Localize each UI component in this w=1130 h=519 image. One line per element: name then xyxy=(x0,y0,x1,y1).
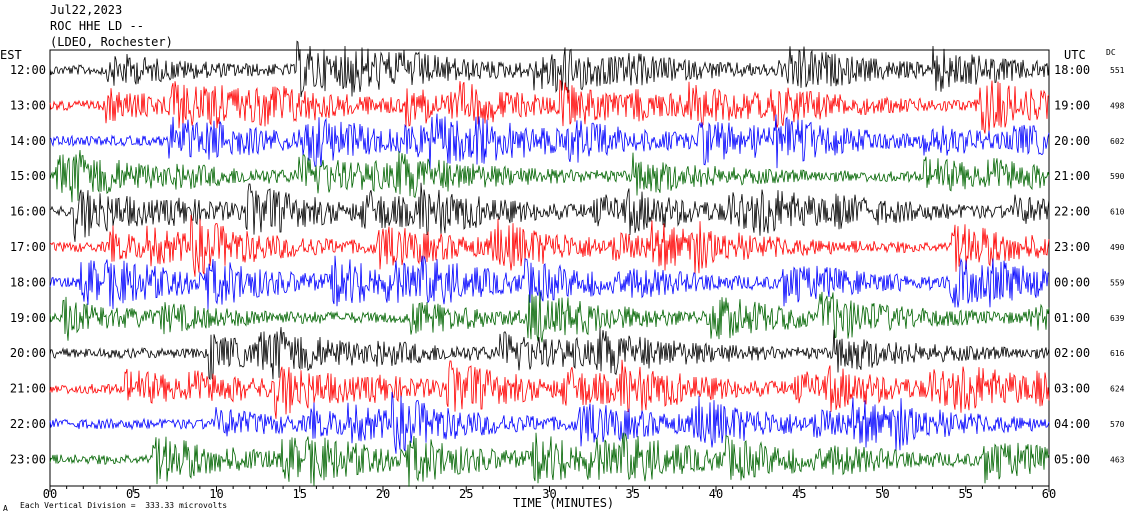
x-tick-label: 05 xyxy=(126,487,140,501)
trace-line xyxy=(49,326,1050,381)
x-tick-label: 00 xyxy=(43,487,57,501)
est-hour-label: 18:00 xyxy=(10,275,46,289)
utc-hour-label: 19:00 xyxy=(1054,98,1090,112)
x-axis-label: TIME (MINUTES) xyxy=(513,496,615,510)
est-hour-label: 19:00 xyxy=(10,311,46,325)
utc-hour-label: 04:00 xyxy=(1054,417,1090,431)
x-tick-label: 15 xyxy=(293,487,307,501)
trace-line xyxy=(49,214,1050,277)
vertical-division-note: Each Vertical Division = 333.33 microvol… xyxy=(20,501,228,510)
utc-hour-label: 01:00 xyxy=(1054,311,1090,325)
trace-line xyxy=(49,291,1050,343)
x-tick-label: 10 xyxy=(209,487,223,501)
utc-hour-label: 23:00 xyxy=(1054,240,1090,254)
x-tick-label: 50 xyxy=(875,487,889,501)
x-tick-label: 30 xyxy=(542,487,556,501)
trace-line xyxy=(49,255,1050,310)
est-hour-label: 20:00 xyxy=(10,346,46,360)
x-tick-label: 20 xyxy=(376,487,390,501)
utc-hour-label: 21:00 xyxy=(1054,169,1090,183)
est-hour-label: 15:00 xyxy=(10,169,46,183)
utc-hour-label: 20:00 xyxy=(1054,134,1090,148)
x-tick-label: 40 xyxy=(709,487,723,501)
est-hour-label: 14:00 xyxy=(10,134,46,148)
x-tick-label: 60 xyxy=(1042,487,1056,501)
trace-line xyxy=(49,113,1050,171)
trace-line xyxy=(49,359,1050,419)
utc-hour-label: 18:00 xyxy=(1054,63,1090,77)
dc-value-label: 559 xyxy=(1110,278,1125,287)
utc-hour-label: 00:00 xyxy=(1054,275,1090,289)
utc-hour-label: 02:00 xyxy=(1054,346,1090,360)
dc-value-label: 498 xyxy=(1110,101,1125,110)
est-hour-label: 23:00 xyxy=(10,452,46,466)
est-hour-label: 16:00 xyxy=(10,205,46,219)
utc-zone-label: UTC xyxy=(1064,48,1086,62)
x-tick-label: 25 xyxy=(459,487,473,501)
est-hour-label: 21:00 xyxy=(10,382,46,396)
trace-line xyxy=(49,182,1050,242)
utc-hour-label: 05:00 xyxy=(1054,452,1090,466)
dc-value-label: 490 xyxy=(1110,243,1125,252)
dc-column-label: DC xyxy=(1106,48,1116,57)
dc-value-label: 624 xyxy=(1110,385,1125,394)
dc-value-label: 639 xyxy=(1110,314,1125,323)
x-tick-label: 55 xyxy=(959,487,973,501)
dc-value-label: 590 xyxy=(1110,172,1125,181)
x-tick-label: 45 xyxy=(792,487,806,501)
x-tick-label: 35 xyxy=(626,487,640,501)
est-zone-label: EST xyxy=(0,48,22,62)
utc-hour-label: 22:00 xyxy=(1054,205,1090,219)
dc-value-label: 570 xyxy=(1110,420,1125,429)
trace-line xyxy=(49,149,1050,203)
trace-line xyxy=(49,391,1050,454)
corner-mark: A xyxy=(3,504,8,513)
dc-value-label: 610 xyxy=(1110,208,1125,217)
dc-value-label: 463 xyxy=(1110,455,1125,464)
dc-value-label: 616 xyxy=(1110,349,1125,358)
est-hour-label: 22:00 xyxy=(10,417,46,431)
est-hour-label: 17:00 xyxy=(10,240,46,254)
trace-line xyxy=(49,432,1050,487)
trace-line xyxy=(49,79,1050,134)
network-label: (LDEO, Rochester) xyxy=(50,35,173,49)
est-hour-label: 12:00 xyxy=(10,63,46,77)
utc-hour-label: 03:00 xyxy=(1054,382,1090,396)
trace-line xyxy=(49,40,1050,98)
dc-value-label: 551 xyxy=(1110,66,1125,75)
dc-value-label: 602 xyxy=(1110,137,1125,146)
est-hour-label: 13:00 xyxy=(10,98,46,112)
station-label: ROC HHE LD -- xyxy=(50,19,144,33)
date-label: Jul22,2023 xyxy=(50,3,123,17)
